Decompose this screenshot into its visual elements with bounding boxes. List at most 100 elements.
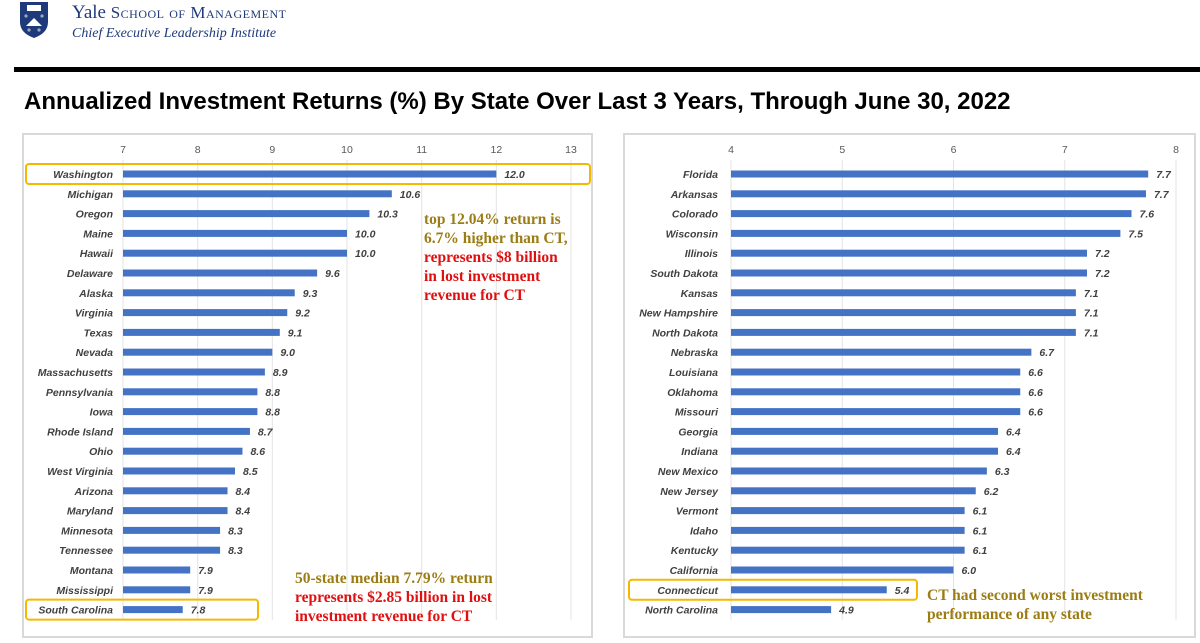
category-label: Maine — [83, 228, 113, 240]
data-label: 8.8 — [265, 407, 280, 419]
axis-tick-label: 13 — [565, 144, 577, 156]
category-label: Montana — [70, 565, 113, 577]
annotation-median: 50-state median 7.79% return represents … — [295, 569, 493, 626]
category-label: West Virginia — [47, 466, 113, 478]
bar — [123, 507, 228, 515]
annotation-line: represents $8 billion — [424, 249, 558, 266]
bar — [123, 210, 370, 218]
category-label: Delaware — [67, 268, 113, 280]
data-label: 10.0 — [355, 248, 376, 260]
bar — [123, 447, 243, 455]
highlight-box — [25, 598, 259, 621]
bar — [123, 408, 258, 416]
axis-tick-label: 4 — [728, 144, 734, 156]
data-label: 7.5 — [1128, 228, 1143, 240]
axis-tick-label: 10 — [341, 144, 353, 156]
bar — [731, 309, 1076, 317]
category-label: Ohio — [89, 446, 113, 458]
data-label: 6.1 — [973, 545, 988, 557]
data-label: 7.6 — [1140, 209, 1155, 221]
bar — [731, 368, 1021, 376]
data-label: 7.9 — [198, 565, 213, 577]
left-chart-panel — [22, 133, 593, 638]
category-label: Tennessee — [59, 545, 113, 557]
bar — [731, 269, 1087, 277]
bar — [731, 289, 1076, 297]
bar — [123, 190, 392, 198]
bar — [123, 427, 250, 435]
category-label: Connecticut — [657, 585, 718, 597]
category-label: Florida — [683, 169, 718, 181]
data-label: 8.3 — [228, 545, 243, 557]
data-label: 6.4 — [1006, 426, 1021, 438]
data-label: 6.1 — [973, 506, 988, 518]
data-label: 9.1 — [288, 327, 303, 339]
brand-school: School of Management — [110, 3, 287, 22]
data-label: 7.2 — [1095, 248, 1110, 260]
right-chart-panel — [623, 133, 1196, 638]
category-label: Nevada — [76, 347, 114, 359]
bar — [731, 467, 987, 475]
annotation-line: CT had second worst investment — [927, 587, 1143, 604]
bar — [731, 348, 1032, 356]
highlight-box — [628, 578, 918, 601]
data-label: 6.0 — [962, 565, 977, 577]
bar — [123, 309, 288, 317]
bar — [123, 546, 221, 554]
data-label: 9.2 — [295, 308, 310, 320]
bar — [123, 229, 347, 237]
category-label: Indiana — [681, 446, 718, 458]
data-label: 7.7 — [1156, 169, 1172, 181]
category-label: Georgia — [678, 426, 718, 438]
data-label: 7.1 — [1084, 308, 1099, 320]
data-label: 6.6 — [1028, 367, 1043, 379]
bar — [731, 328, 1076, 336]
axis-tick-label: 9 — [269, 144, 275, 156]
data-label: 6.3 — [995, 466, 1010, 478]
data-label: 6.7 — [1039, 347, 1055, 359]
data-label: 9.6 — [325, 268, 340, 280]
category-label: South Dakota — [650, 268, 718, 280]
bar — [123, 269, 318, 277]
bar — [123, 388, 258, 396]
category-label: Pennsylvania — [46, 387, 113, 399]
category-label: North Dakota — [652, 327, 718, 339]
data-label: 9.3 — [303, 288, 318, 300]
annotation-top-return: top 12.04% return is 6.7% higher than CT… — [424, 210, 568, 305]
axis-tick-label: 8 — [195, 144, 201, 156]
brand-yale: Yale — [72, 2, 106, 23]
page-title: Annualized Investment Returns (%) By Sta… — [24, 88, 1011, 115]
data-label: 8.4 — [236, 506, 251, 518]
category-label: Kansas — [681, 288, 719, 300]
bar — [123, 566, 191, 574]
bar — [731, 388, 1021, 396]
bar — [123, 467, 235, 475]
bar — [731, 566, 954, 574]
bar — [731, 190, 1146, 198]
category-label: Idaho — [690, 525, 719, 537]
category-label: New Hampshire — [639, 308, 718, 320]
annotation-line: investment revenue for CT — [295, 608, 473, 625]
bar — [731, 170, 1149, 178]
category-label: Virginia — [75, 308, 113, 320]
category-label: Colorado — [672, 209, 719, 221]
category-label: Rhode Island — [47, 426, 114, 438]
category-label: Missouri — [675, 407, 719, 419]
bar — [123, 249, 347, 257]
data-label: 8.6 — [250, 446, 265, 458]
annotation-line: revenue for CT — [424, 287, 526, 304]
category-label: Hawaii — [80, 248, 114, 260]
data-label: 5.4 — [895, 585, 910, 597]
data-label: 12.0 — [504, 169, 525, 181]
data-label: 7.1 — [1084, 327, 1099, 339]
data-label: 8.7 — [258, 426, 274, 438]
data-label: 4.9 — [838, 605, 854, 617]
bar — [731, 526, 965, 534]
data-label: 9.0 — [280, 347, 295, 359]
bar — [731, 487, 976, 495]
axis-tick-label: 5 — [839, 144, 845, 156]
category-label: Maryland — [67, 506, 114, 518]
axis-tick-label: 6 — [951, 144, 957, 156]
category-label: Arkansas — [670, 189, 718, 201]
brand-name: Yale School of Management — [72, 2, 286, 24]
